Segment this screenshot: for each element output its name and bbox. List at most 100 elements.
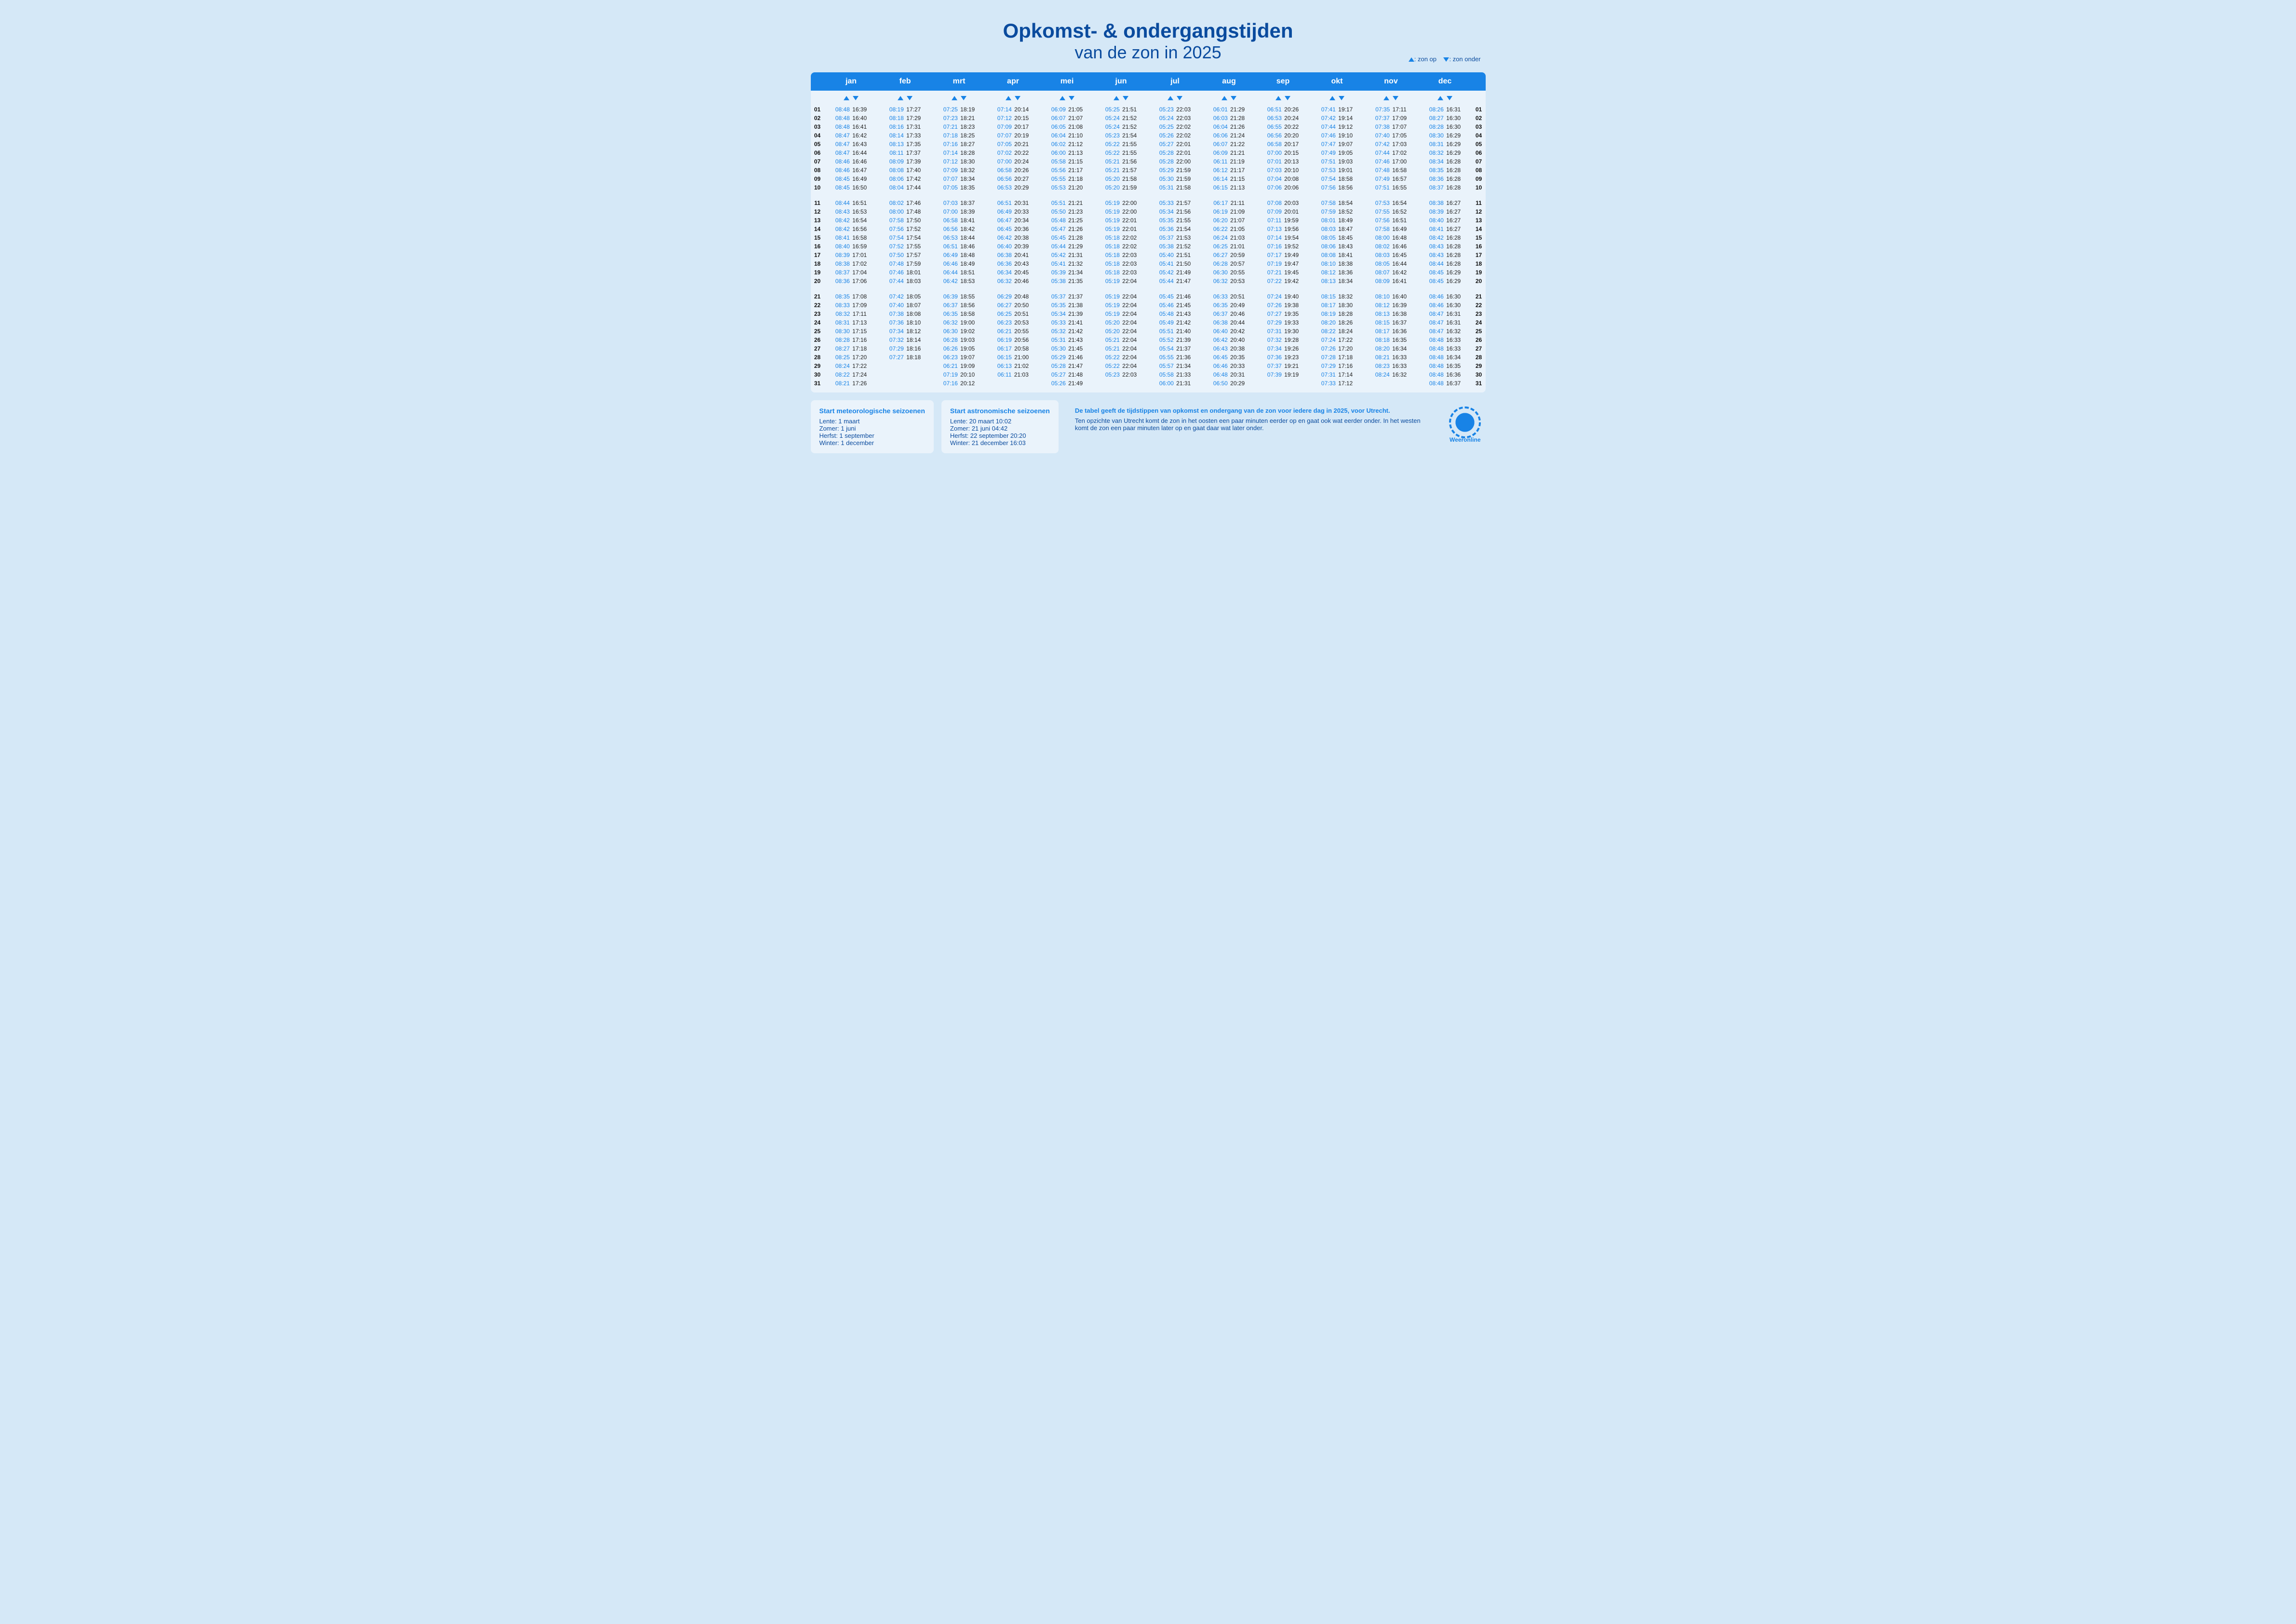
time-cell: 06:03 21:28 bbox=[1202, 114, 1256, 122]
time-cell: 06:53 18:44 bbox=[932, 233, 986, 242]
time-cell: 07:42 19:14 bbox=[1310, 114, 1364, 122]
time-cell: 08:18 17:29 bbox=[878, 114, 932, 122]
time-cell: 05:40 21:51 bbox=[1148, 251, 1202, 259]
day-number: 22 bbox=[811, 301, 824, 310]
time-cell: 05:30 21:45 bbox=[1040, 344, 1094, 353]
time-cell: 07:06 20:06 bbox=[1256, 183, 1310, 192]
time-cell: 06:32 20:46 bbox=[986, 277, 1040, 285]
time-cell: 07:32 19:28 bbox=[1256, 336, 1310, 344]
time-cell: 06:36 20:43 bbox=[986, 259, 1040, 268]
time-cell: 08:21 16:33 bbox=[1364, 353, 1418, 362]
time-cell: 08:46 16:30 bbox=[1418, 292, 1472, 301]
time-cell: 07:53 16:54 bbox=[1364, 199, 1418, 207]
table-row: 2708:27 17:1807:29 18:1606:26 19:0506:17… bbox=[811, 344, 1486, 353]
time-cell: 07:54 18:58 bbox=[1310, 175, 1364, 183]
time-cell: 06:24 21:03 bbox=[1202, 233, 1256, 242]
time-cell: 05:24 21:52 bbox=[1094, 114, 1148, 122]
month-header: jun bbox=[1094, 72, 1148, 91]
time-cell: 06:55 20:22 bbox=[1256, 122, 1310, 131]
weeronline-logo: Weeronline bbox=[1445, 400, 1485, 453]
time-cell: 05:26 22:02 bbox=[1148, 131, 1202, 140]
time-cell: 07:46 19:10 bbox=[1310, 131, 1364, 140]
time-cell: 08:28 16:30 bbox=[1418, 122, 1472, 131]
time-cell: 07:02 20:22 bbox=[986, 149, 1040, 157]
time-cell: 06:37 20:46 bbox=[1202, 310, 1256, 318]
time-cell: 05:28 22:00 bbox=[1148, 157, 1202, 166]
time-cell: 07:56 18:56 bbox=[1310, 183, 1364, 192]
time-cell: 07:46 18:01 bbox=[878, 268, 932, 277]
time-cell: 07:00 20:15 bbox=[1256, 149, 1310, 157]
time-cell: 07:58 17:50 bbox=[878, 216, 932, 225]
season-line: Winter: 1 december bbox=[819, 439, 925, 447]
astro-title: Start astronomische seizoenen bbox=[950, 407, 1050, 415]
time-cell: 06:49 18:48 bbox=[932, 251, 986, 259]
time-cell: 08:47 16:31 bbox=[1418, 318, 1472, 327]
time-cell: 08:30 17:15 bbox=[824, 327, 878, 336]
time-cell: 06:28 20:57 bbox=[1202, 259, 1256, 268]
time-cell: 07:33 17:12 bbox=[1310, 379, 1364, 388]
table-row: 2308:32 17:1107:38 18:0806:35 18:5806:25… bbox=[811, 310, 1486, 318]
legend-up-label: : zon op bbox=[1414, 55, 1437, 63]
day-number: 05 bbox=[1472, 140, 1486, 149]
time-cell: 08:05 16:44 bbox=[1364, 259, 1418, 268]
rise-set-icons bbox=[1202, 91, 1256, 105]
day-number: 20 bbox=[1472, 277, 1486, 285]
time-cell: 08:46 16:30 bbox=[1418, 301, 1472, 310]
time-cell: 07:48 17:59 bbox=[878, 259, 932, 268]
time-cell: 07:49 16:57 bbox=[1364, 175, 1418, 183]
table-row: 0608:47 16:4408:11 17:3707:14 18:2807:02… bbox=[811, 149, 1486, 157]
time-cell: 07:44 17:02 bbox=[1364, 149, 1418, 157]
day-number: 08 bbox=[811, 166, 824, 175]
table-row: 0208:48 16:4008:18 17:2907:23 18:2107:12… bbox=[811, 114, 1486, 122]
time-cell: 08:14 17:33 bbox=[878, 131, 932, 140]
time-cell: 05:55 21:18 bbox=[1040, 175, 1094, 183]
time-cell: 07:09 18:32 bbox=[932, 166, 986, 175]
time-cell: 07:00 18:39 bbox=[932, 207, 986, 216]
time-cell: 08:48 16:40 bbox=[824, 114, 878, 122]
table-row: 0308:48 16:4108:16 17:3107:21 18:2307:09… bbox=[811, 122, 1486, 131]
day-number: 16 bbox=[811, 242, 824, 251]
time-cell: 07:44 19:12 bbox=[1310, 122, 1364, 131]
time-cell: 05:54 21:37 bbox=[1148, 344, 1202, 353]
time-cell: 08:08 18:41 bbox=[1310, 251, 1364, 259]
time-cell: 07:52 17:55 bbox=[878, 242, 932, 251]
time-cell: 07:42 17:03 bbox=[1364, 140, 1418, 149]
month-header: okt bbox=[1310, 72, 1364, 91]
time-cell: 06:09 21:21 bbox=[1202, 149, 1256, 157]
time-cell: 08:48 16:41 bbox=[824, 122, 878, 131]
time-cell: 08:48 16:35 bbox=[1418, 362, 1472, 370]
time-cell: 06:50 20:29 bbox=[1202, 379, 1256, 388]
time-cell: 08:43 16:28 bbox=[1418, 251, 1472, 259]
time-cell: 06:48 20:31 bbox=[1202, 370, 1256, 379]
time-cell: 08:13 17:35 bbox=[878, 140, 932, 149]
day-number: 05 bbox=[811, 140, 824, 149]
time-cell: 06:12 21:17 bbox=[1202, 166, 1256, 175]
time-cell: 08:10 18:38 bbox=[1310, 259, 1364, 268]
time-cell: 08:47 16:42 bbox=[824, 131, 878, 140]
time-cell: 06:17 21:11 bbox=[1202, 199, 1256, 207]
time-cell: 06:14 21:15 bbox=[1202, 175, 1256, 183]
time-cell: 05:24 22:03 bbox=[1148, 114, 1202, 122]
season-line: Lente: 20 maart 10:02 bbox=[950, 418, 1050, 425]
time-cell: 05:22 21:55 bbox=[1094, 149, 1148, 157]
day-number: 29 bbox=[811, 362, 824, 370]
time-cell: 07:38 17:07 bbox=[1364, 122, 1418, 131]
season-line: Herfst: 22 september 20:20 bbox=[950, 432, 1050, 439]
time-cell: 05:36 21:54 bbox=[1148, 225, 1202, 233]
time-cell: 07:16 19:52 bbox=[1256, 242, 1310, 251]
time-cell: 05:55 21:36 bbox=[1148, 353, 1202, 362]
time-cell: 05:18 22:03 bbox=[1094, 268, 1148, 277]
time-cell: 07:49 19:05 bbox=[1310, 149, 1364, 157]
sun-icon bbox=[1453, 410, 1477, 434]
time-cell: 05:41 21:32 bbox=[1040, 259, 1094, 268]
time-cell: 05:33 21:41 bbox=[1040, 318, 1094, 327]
title-light: van de zon in 2025 bbox=[811, 42, 1486, 63]
day-number: 06 bbox=[1472, 149, 1486, 157]
month-header: mei bbox=[1040, 72, 1094, 91]
time-cell: 08:45 16:29 bbox=[1418, 277, 1472, 285]
time-cell: 06:32 19:00 bbox=[932, 318, 986, 327]
table-row: 1308:42 16:5407:58 17:5006:58 18:4106:47… bbox=[811, 216, 1486, 225]
rise-set-icons bbox=[932, 91, 986, 105]
time-cell: 05:52 21:39 bbox=[1148, 336, 1202, 344]
time-cell: 08:09 17:39 bbox=[878, 157, 932, 166]
